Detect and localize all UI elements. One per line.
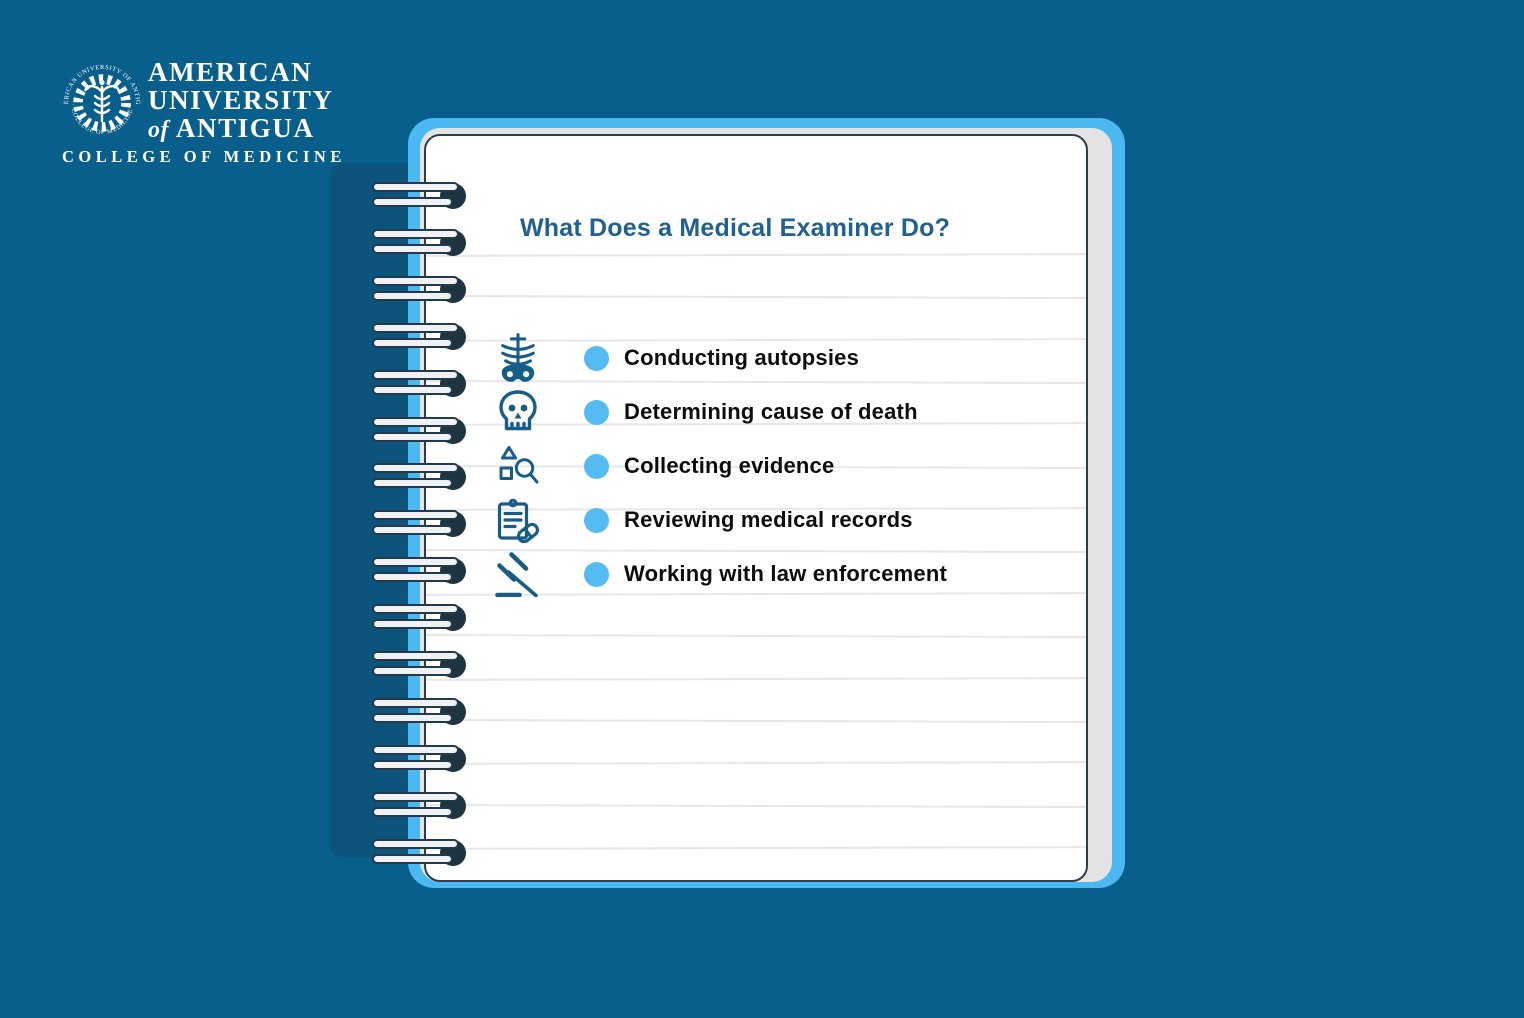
spiral-ring <box>372 322 468 353</box>
item-label: Conducting autopsies <box>624 345 859 370</box>
ring-bar <box>372 197 453 207</box>
gavel-icon <box>494 548 542 600</box>
logo-line-university: UNIVERSITY <box>148 85 334 115</box>
ring-bar <box>372 337 453 348</box>
spiral-ring <box>372 275 468 306</box>
list-item-working-with-law-enforcement: Working with law enforcement <box>494 548 947 600</box>
ring-bar <box>372 478 453 489</box>
ruled-line <box>426 676 1086 681</box>
evidence-search-icon <box>494 440 542 492</box>
spiral-ring <box>372 369 468 400</box>
ring-bar <box>372 290 453 301</box>
spiral-ring <box>372 791 468 822</box>
spiral-ring <box>372 182 468 212</box>
ring-bar <box>372 525 453 536</box>
list-item-conducting-autopsies: Conducting autopsies <box>494 332 859 384</box>
ring-bar <box>372 838 459 849</box>
ring-bar <box>372 275 459 286</box>
ring-bar <box>372 604 459 615</box>
ring-bar <box>372 416 459 427</box>
spiral-ring <box>372 651 468 681</box>
caduceus-icon <box>84 79 120 123</box>
item-label: Determining cause of death <box>624 399 918 424</box>
university-logo: AMERICAN UNIVERSITY OF ANTIGUA · COLLEGE… <box>62 58 346 170</box>
ring-bar <box>372 806 453 817</box>
ring-bar <box>372 431 453 442</box>
skull-icon <box>494 386 542 438</box>
ring-bar <box>372 182 459 192</box>
university-seal-icon: AMERICAN UNIVERSITY OF ANTIGUA · COLLEGE… <box>62 63 140 136</box>
logo-line-of-antigua: of ANTIGUA <box>148 114 334 144</box>
ribcage-icon <box>494 332 542 384</box>
ring-bar <box>372 744 459 755</box>
ruled-line <box>426 803 1086 808</box>
ring-bar <box>372 572 453 583</box>
ring-bar <box>372 697 459 708</box>
ring-bar <box>372 712 453 723</box>
ruled-line <box>426 846 1086 850</box>
ring-bar <box>372 791 459 802</box>
ring-bar <box>372 322 459 333</box>
ring-bar <box>372 384 453 395</box>
ring-bar <box>372 510 459 521</box>
spiral-ring <box>372 557 468 587</box>
ring-bar <box>372 228 459 239</box>
logo-of: of <box>148 117 169 143</box>
spiral-ring <box>372 697 468 728</box>
list-item-determining-cause-of-death: Determining cause of death <box>494 386 918 438</box>
page-title: What Does a Medical Examiner Do? <box>520 214 951 242</box>
spiral-ring <box>372 416 468 447</box>
bullet-dot <box>584 345 609 371</box>
spiral-ring <box>372 228 468 259</box>
ruled-line <box>426 761 1086 766</box>
ring-bar <box>372 619 453 630</box>
ruled-line <box>426 634 1086 639</box>
notebook-page: What Does a Medical Examiner Do? <box>424 134 1088 882</box>
logo-college-of-medicine: COLLEGE OF MEDICINE <box>62 147 346 166</box>
logo-antigua: ANTIGUA <box>175 113 315 143</box>
ruled-line <box>426 718 1086 723</box>
spiral-ring <box>372 463 468 493</box>
ring-bar <box>372 463 459 474</box>
bullet-dot <box>584 507 609 533</box>
logo-line-american: AMERICAN <box>148 57 313 87</box>
spiral-ring <box>372 510 468 540</box>
logo-wordmark: AMERICAN UNIVERSITY of ANTIGUA <box>148 58 334 144</box>
bullet-dot <box>584 561 609 587</box>
ring-bar <box>372 853 453 864</box>
item-label: Collecting evidence <box>624 453 835 478</box>
spiral-ring <box>372 604 468 634</box>
ring-bar <box>372 557 459 568</box>
list-item-collecting-evidence: Collecting evidence <box>494 440 834 492</box>
ring-bar <box>372 243 453 254</box>
bullet-dot <box>584 453 609 479</box>
bullet-dot <box>584 399 609 425</box>
ring-bar <box>372 666 453 676</box>
item-label: Working with law enforcement <box>624 561 948 586</box>
ring-bar <box>372 651 459 661</box>
item-label: Reviewing medical records <box>624 507 913 532</box>
list-item-reviewing-medical-records: Reviewing medical records <box>494 494 913 546</box>
medical-records-icon <box>494 494 542 546</box>
ruled-line <box>426 253 1086 257</box>
ring-bar <box>372 759 453 770</box>
spiral-ring <box>372 838 468 869</box>
spiral-ring <box>372 744 468 775</box>
ring-bar <box>372 369 459 380</box>
ruled-line <box>426 295 1086 300</box>
